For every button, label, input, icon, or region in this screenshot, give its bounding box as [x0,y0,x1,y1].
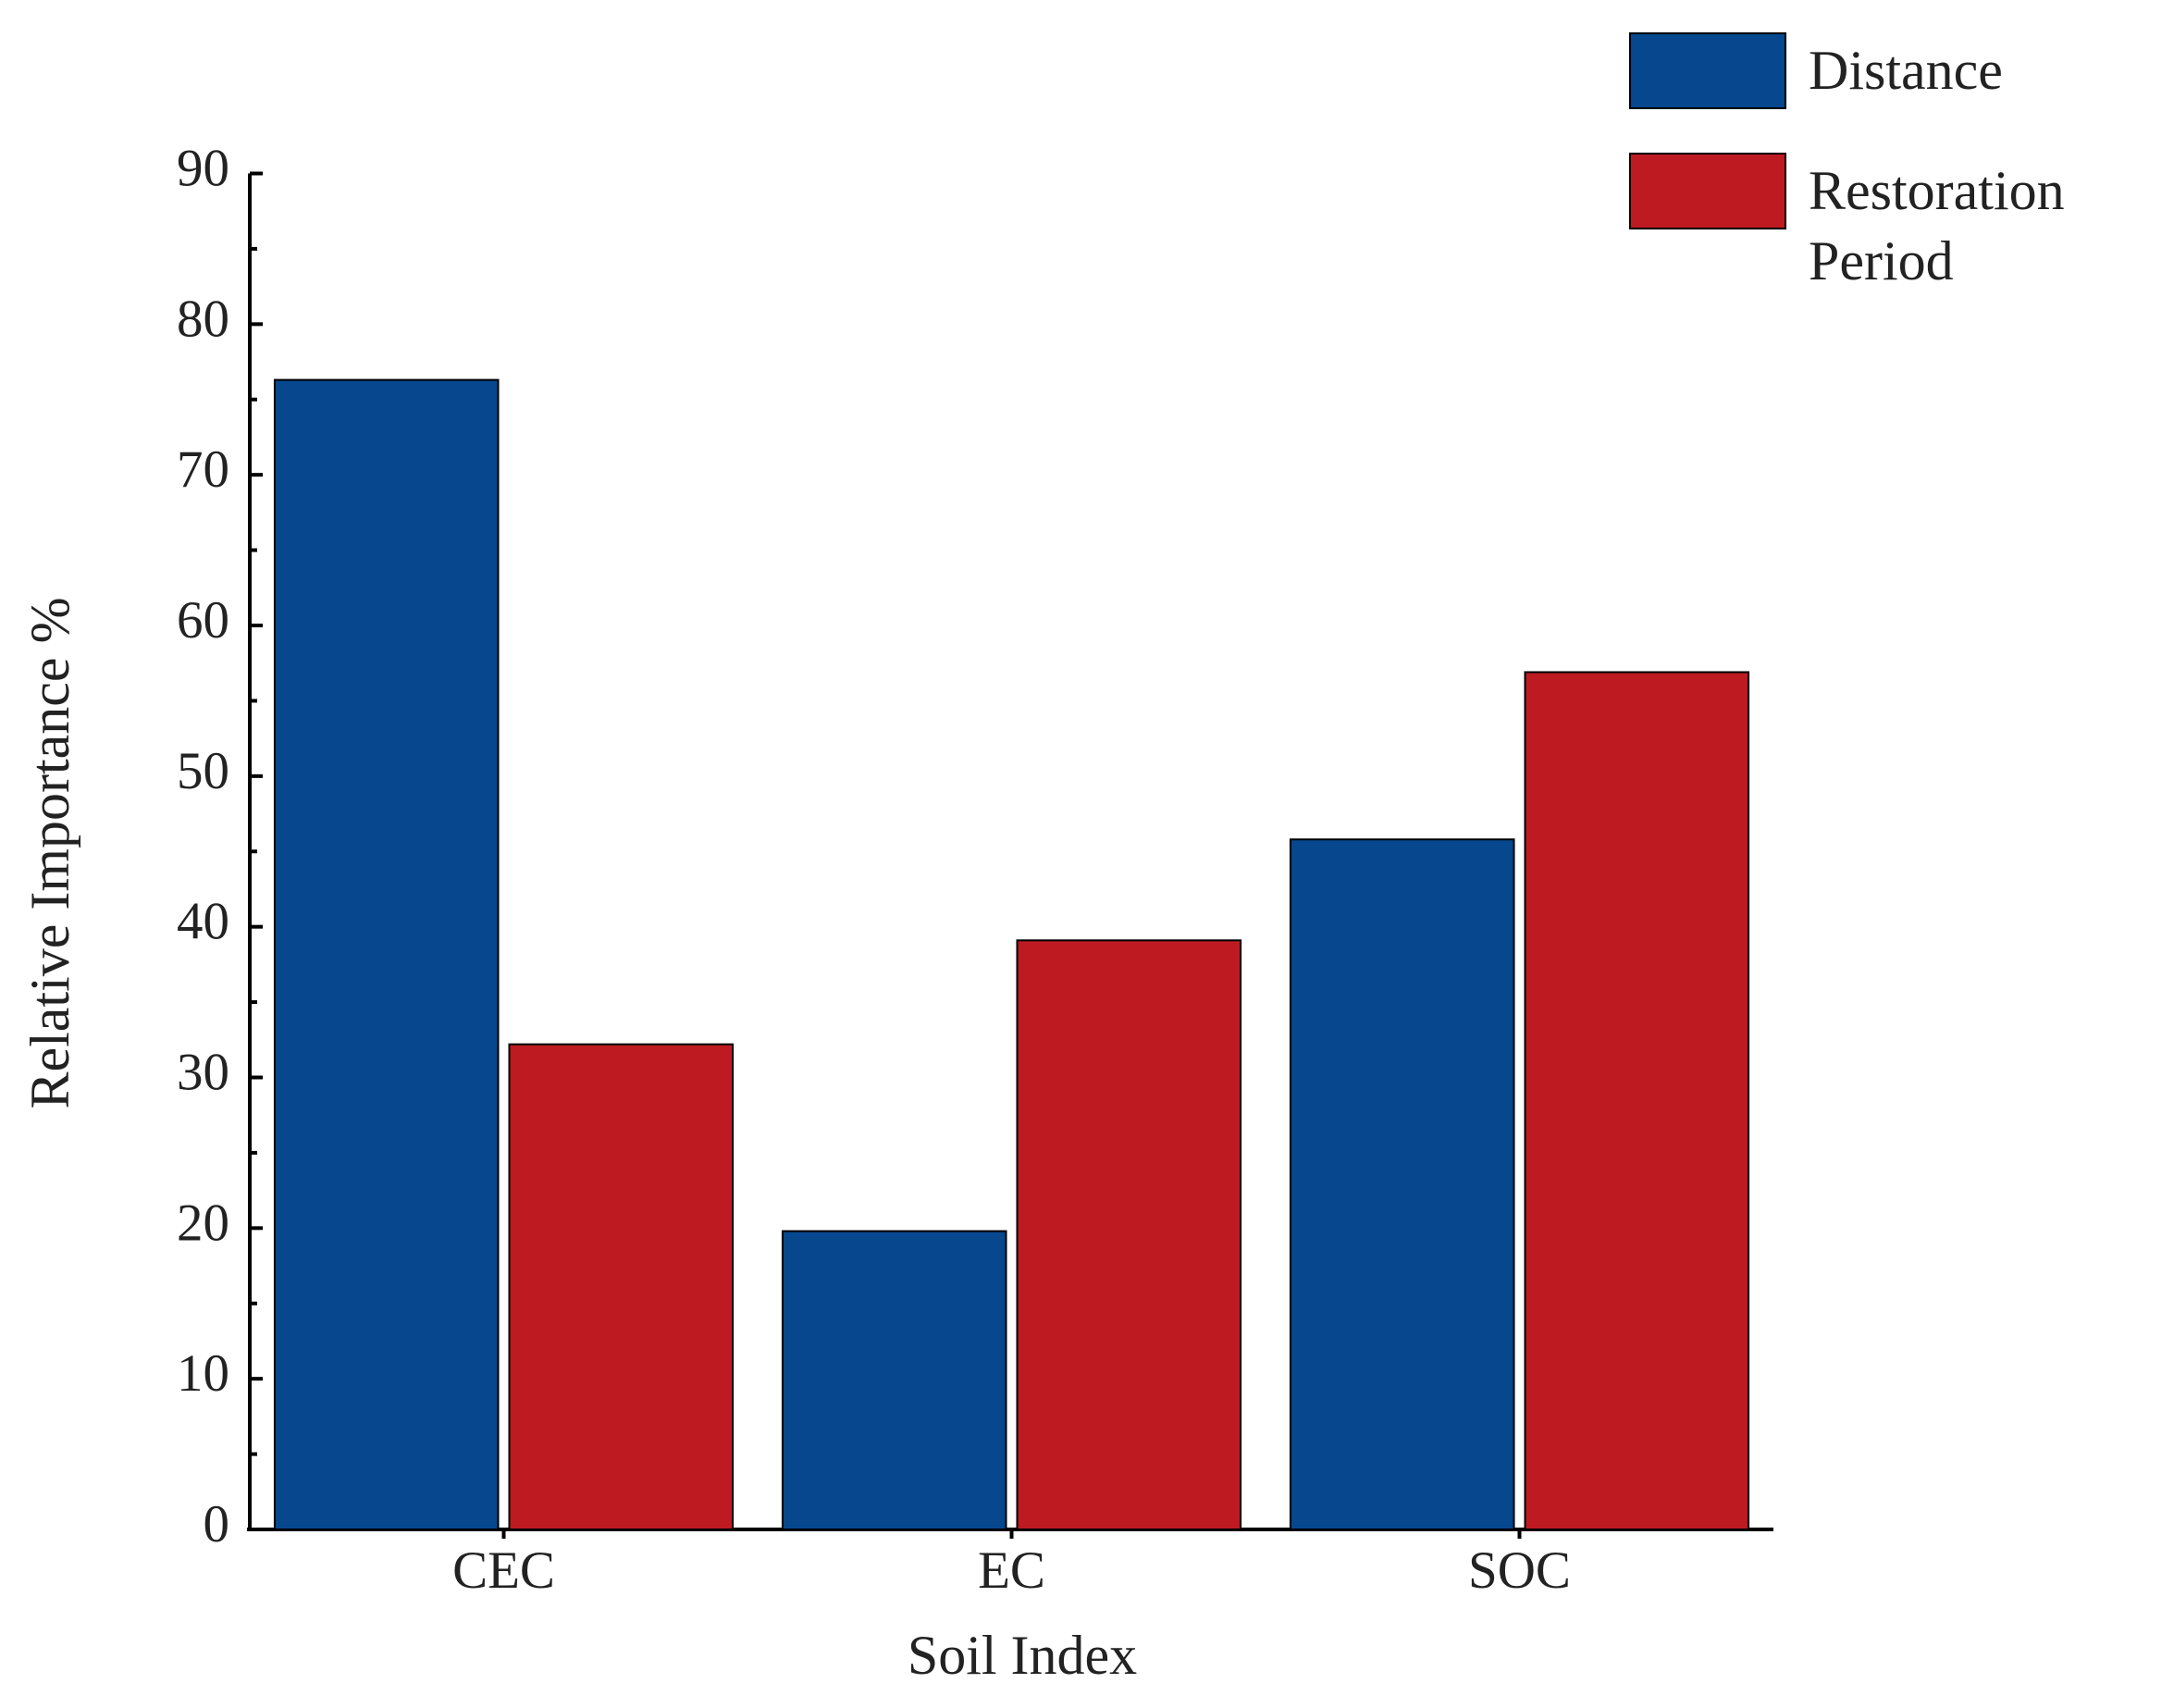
bar [781,1230,1007,1530]
x-tick-label: SOC [1468,1541,1571,1600]
y-tick-label: 70 [177,440,229,499]
y-tick-label: 10 [177,1344,229,1403]
y-tick-label: 50 [177,742,229,800]
y-tick-label: 90 [177,140,229,198]
y-tick-label: 30 [177,1044,229,1102]
legend-label: Restoration Period [1809,160,2065,291]
y-tick-label: 0 [204,1495,230,1553]
y-tick-label: 80 [177,290,229,348]
legend-swatch [1629,32,1786,109]
bar [1289,838,1515,1530]
x-tick-label: CEC [452,1541,555,1600]
bar [1524,671,1750,1530]
y-tick-label: 60 [177,591,229,650]
y-axis-title: Relative Importance % [19,597,80,1108]
bar [508,1043,735,1530]
legend-label: Distance [1809,40,2003,101]
bar [273,378,500,1530]
y-tick-label: 40 [177,893,229,951]
x-tick-label: EC [978,1541,1045,1600]
legend-swatch [1629,153,1786,229]
x-axis-title: Soil Index [908,1625,1137,1686]
bar [1016,939,1242,1530]
y-tick-label: 20 [177,1194,229,1252]
